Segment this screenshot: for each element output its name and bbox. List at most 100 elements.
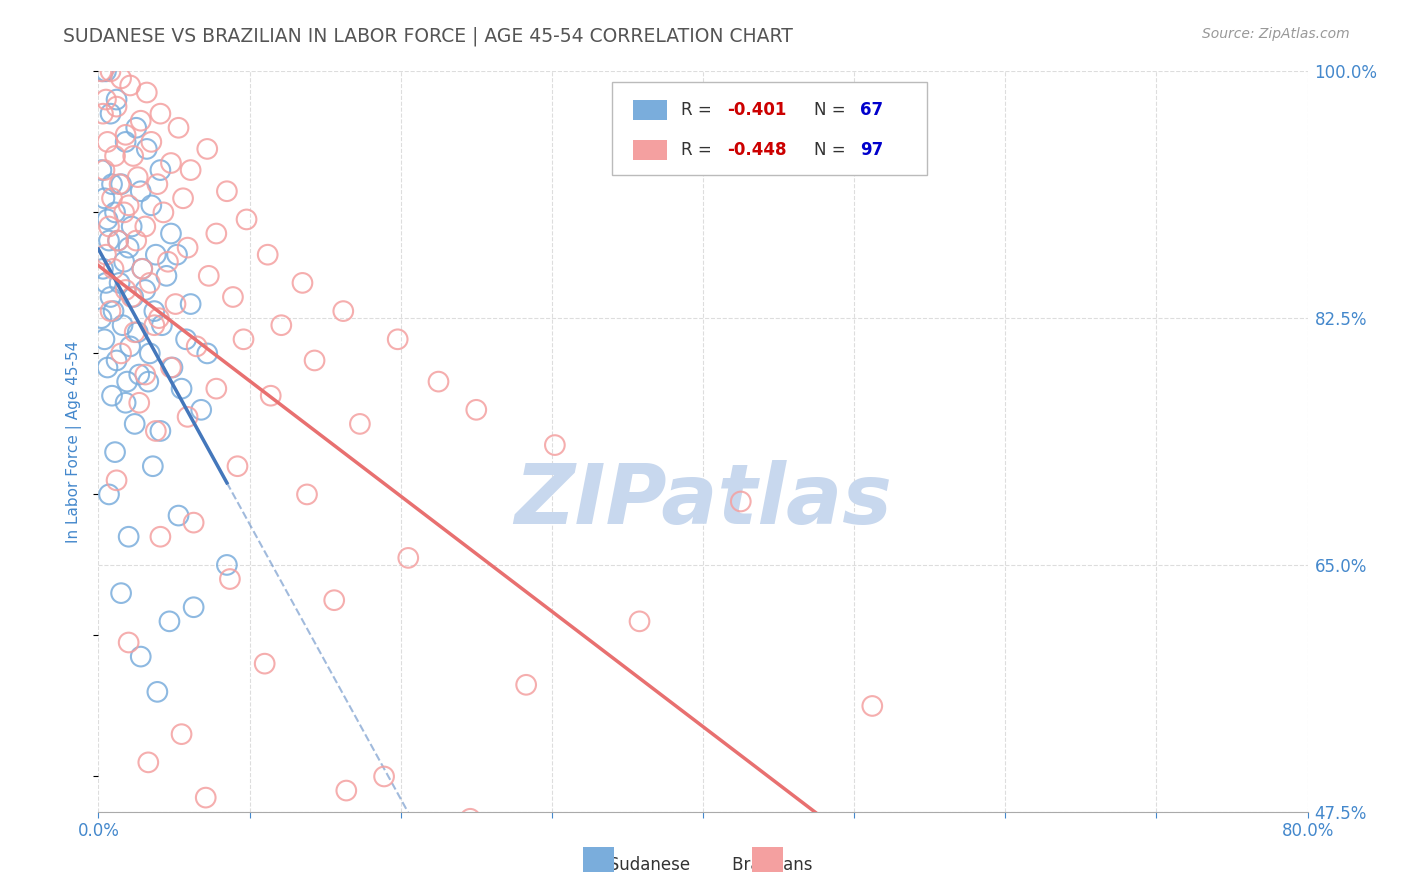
- Point: [118, 530, 141, 544]
- Point: [91, 106, 114, 120]
- Point: [122, 149, 145, 163]
- Point: [129, 184, 152, 198]
- Point: [143, 304, 166, 318]
- Point: [145, 248, 167, 262]
- Text: ZIPatlas: ZIPatlas: [515, 460, 891, 541]
- Point: [101, 177, 124, 191]
- Point: [458, 812, 481, 826]
- Point: [215, 558, 238, 572]
- Point: [146, 177, 169, 191]
- Point: [120, 78, 142, 93]
- Point: [180, 297, 202, 311]
- Text: -0.448: -0.448: [727, 141, 787, 159]
- Point: [103, 261, 125, 276]
- Point: [128, 396, 150, 410]
- Point: [214, 854, 236, 868]
- Point: [112, 205, 135, 219]
- Point: [134, 283, 156, 297]
- Text: -0.401: -0.401: [727, 101, 786, 119]
- Point: [149, 424, 172, 438]
- Point: [219, 572, 242, 586]
- Point: [115, 375, 138, 389]
- Point: [115, 833, 138, 847]
- Point: [150, 318, 173, 333]
- Text: 97: 97: [860, 141, 883, 159]
- Point: [98, 234, 121, 248]
- Point: [465, 402, 488, 417]
- Point: [860, 698, 883, 713]
- Point: [156, 254, 179, 268]
- Point: [544, 438, 567, 452]
- Point: [91, 261, 114, 276]
- Point: [112, 254, 135, 268]
- Point: [141, 198, 163, 212]
- Point: [131, 261, 153, 276]
- Point: [373, 769, 395, 783]
- Point: [149, 106, 172, 120]
- Point: [515, 678, 537, 692]
- Point: [335, 783, 357, 797]
- Point: [176, 241, 198, 255]
- Point: [195, 142, 218, 156]
- Point: [98, 487, 121, 501]
- Point: [125, 234, 148, 248]
- Point: [427, 375, 450, 389]
- Point: [183, 600, 205, 615]
- Point: [232, 332, 254, 346]
- Point: [226, 459, 249, 474]
- Text: Sudanese        Brazilians: Sudanese Brazilians: [593, 856, 813, 874]
- Bar: [633, 140, 666, 161]
- Bar: [633, 100, 666, 120]
- Text: Source: ZipAtlas.com: Source: ZipAtlas.com: [1202, 27, 1350, 41]
- Point: [186, 339, 208, 353]
- Point: [90, 311, 112, 326]
- Point: [260, 389, 283, 403]
- Point: [152, 205, 174, 219]
- Point: [110, 586, 132, 600]
- Point: [148, 311, 170, 326]
- Point: [235, 212, 257, 227]
- Point: [93, 191, 115, 205]
- Point: [101, 191, 124, 205]
- Point: [90, 163, 112, 178]
- Point: [768, 826, 790, 840]
- Point: [387, 332, 409, 346]
- Point: [108, 177, 131, 191]
- Point: [98, 219, 121, 234]
- Point: [194, 790, 217, 805]
- Point: [104, 445, 127, 459]
- Point: [94, 64, 117, 78]
- Point: [170, 382, 193, 396]
- Point: [107, 234, 129, 248]
- Point: [139, 346, 162, 360]
- Point: [131, 261, 153, 276]
- Point: [105, 100, 128, 114]
- Point: [195, 346, 218, 360]
- Text: SUDANESE VS BRAZILIAN IN LABOR FORCE | AGE 45-54 CORRELATION CHART: SUDANESE VS BRAZILIAN IN LABOR FORCE | A…: [63, 27, 793, 46]
- Point: [669, 875, 692, 889]
- Point: [127, 170, 149, 185]
- Point: [91, 64, 114, 78]
- Point: [110, 71, 132, 86]
- Point: [108, 276, 131, 290]
- Point: [149, 163, 172, 178]
- Point: [280, 868, 302, 882]
- Point: [124, 417, 146, 431]
- Y-axis label: In Labor Force | Age 45-54: In Labor Force | Age 45-54: [66, 341, 83, 542]
- Point: [118, 241, 141, 255]
- Point: [167, 120, 190, 135]
- Point: [96, 135, 118, 149]
- Point: [291, 276, 314, 290]
- Point: [143, 318, 166, 333]
- Point: [114, 135, 136, 149]
- Point: [118, 198, 141, 212]
- Point: [124, 325, 146, 339]
- Point: [114, 128, 136, 142]
- Text: R =: R =: [682, 101, 717, 119]
- Point: [139, 276, 162, 290]
- Point: [215, 184, 238, 198]
- Point: [105, 93, 128, 107]
- Point: [100, 64, 122, 78]
- Point: [129, 113, 152, 128]
- Point: [114, 396, 136, 410]
